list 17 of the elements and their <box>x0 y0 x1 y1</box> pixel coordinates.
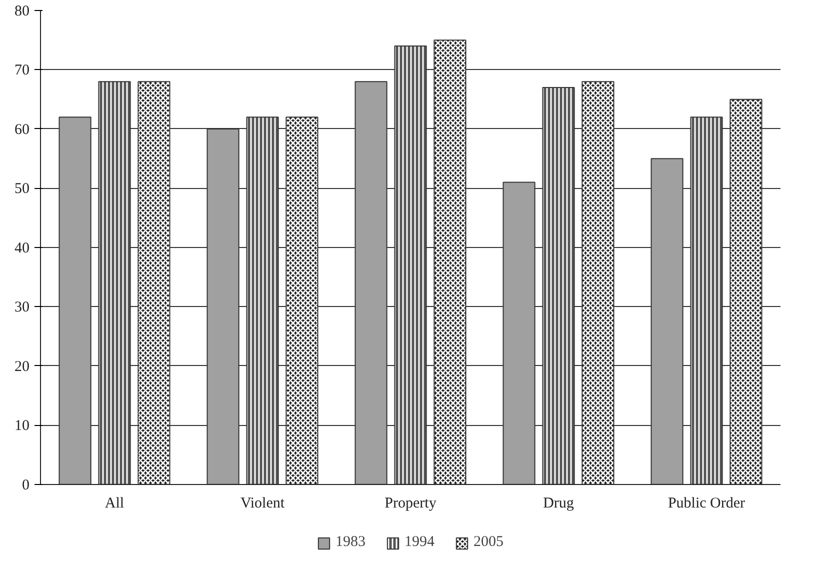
y-tick-label: 70 <box>14 62 30 79</box>
y-tick-label: 80 <box>14 4 30 20</box>
x-tick-label: Violent <box>240 495 286 512</box>
y-tick-label: 40 <box>14 240 30 256</box>
legend-label: 1994 <box>404 534 434 551</box>
y-tick-label: 50 <box>14 181 30 198</box>
y-tick-label: 10 <box>14 418 30 434</box>
legend-label: 2005 <box>474 534 504 551</box>
legend-label: 1983 <box>336 534 366 551</box>
y-tick-label: 0 <box>22 477 30 494</box>
x-tick-label: Property <box>384 495 437 512</box>
x-tick-label: All <box>104 495 124 512</box>
y-tick-label: 60 <box>14 122 30 138</box>
y-tick-label: 20 <box>14 358 30 375</box>
x-tick-label: Drug <box>543 495 574 512</box>
y-tick-label: 30 <box>14 300 30 316</box>
x-tick-label: Public Order <box>668 495 746 512</box>
